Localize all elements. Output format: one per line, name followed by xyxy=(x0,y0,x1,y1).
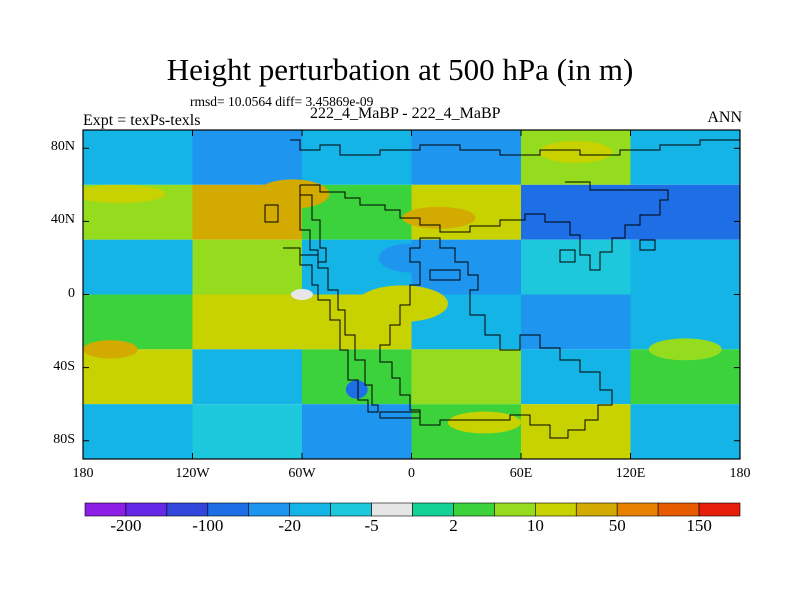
field-cell-22 xyxy=(521,294,631,350)
colorbar-label-1: -100 xyxy=(192,516,224,535)
colorbar-box-6 xyxy=(330,502,372,517)
colorbar-box-1 xyxy=(125,502,168,517)
colorbar-label-2: -20 xyxy=(278,516,302,535)
season-label: ANN xyxy=(707,109,742,126)
stats-line: rmsd= 10.0564 diff= 3.45869e-09 xyxy=(190,94,374,109)
height-field xyxy=(83,130,740,459)
field-feature-3 xyxy=(530,193,640,231)
field-feature-6 xyxy=(83,340,138,359)
field-cell-11 xyxy=(630,184,740,240)
colorbar-label-3: -5 xyxy=(364,516,379,535)
experiment-label: Expt = texPs-texls xyxy=(83,112,201,129)
x-tick-label-0: 180 xyxy=(72,466,94,481)
colorbar-box-5 xyxy=(289,502,331,517)
field-cell-24 xyxy=(83,349,193,405)
field-feature-11 xyxy=(648,338,722,361)
y-tick-label-3: 40S xyxy=(53,358,75,374)
field-cell-35 xyxy=(630,404,740,459)
colorbar-label-6: 50 xyxy=(608,516,626,535)
colorbar-box-8 xyxy=(412,502,454,517)
axis-ticks xyxy=(82,130,741,459)
field-cell-13 xyxy=(192,239,302,295)
field-cell-25 xyxy=(192,349,302,405)
field-feature-2 xyxy=(402,206,476,229)
colorbar-box-7 xyxy=(371,502,413,517)
field-cell-1 xyxy=(192,130,302,185)
field-cell-34 xyxy=(521,404,631,459)
field-feature-1 xyxy=(256,179,330,209)
y-tick-label-0: 80N xyxy=(50,139,75,155)
colorbar-label-0: -200 xyxy=(110,516,142,535)
field-cell-17 xyxy=(630,239,740,295)
field-cell-12 xyxy=(83,239,193,295)
field-cell-3 xyxy=(411,130,521,185)
y-tick-label-1: 40N xyxy=(50,212,75,228)
colorbar-box-12 xyxy=(575,502,618,517)
field-feature-5 xyxy=(83,184,166,204)
colorbar xyxy=(84,502,741,517)
field-cell-27 xyxy=(411,349,521,405)
x-tick-label-5: 120E xyxy=(615,466,646,481)
field-feature-7 xyxy=(345,380,368,399)
page-title: Height perturbation at 500 hPa (in m) xyxy=(166,52,634,87)
field-feature-0 xyxy=(378,243,445,273)
colorbar-box-3 xyxy=(207,502,250,517)
field-feature-9 xyxy=(356,285,448,322)
colorbar-box-9 xyxy=(453,502,495,517)
colorbar-box-11 xyxy=(535,502,577,517)
case-label: 222_4_MaBP - 222_4_MaBP xyxy=(310,105,501,122)
colorbar-box-14 xyxy=(657,502,700,517)
field-cell-18 xyxy=(83,294,193,350)
field-cell-31 xyxy=(192,404,302,459)
coastline-outline xyxy=(264,139,740,439)
field-feature-10 xyxy=(448,411,521,434)
x-tick-label-3: 0 xyxy=(408,466,415,481)
colorbar-box-15 xyxy=(698,502,741,517)
x-tick-label-2: 60W xyxy=(288,466,316,481)
colorbar-box-0 xyxy=(84,502,127,517)
field-cell-30 xyxy=(83,404,193,459)
field-feature-8 xyxy=(291,289,313,300)
colorbar-label-7: 150 xyxy=(686,516,712,535)
colorbar-box-13 xyxy=(616,502,659,517)
y-tick-label-2: 0 xyxy=(68,285,75,301)
y-tick-label-4: 80S xyxy=(53,431,75,447)
x-tick-label-6: 180 xyxy=(729,466,751,481)
field-cell-32 xyxy=(302,404,412,459)
colorbar-box-4 xyxy=(248,502,290,517)
x-tick-label-1: 120W xyxy=(175,466,210,481)
colorbar-label-4: 2 xyxy=(449,516,458,535)
field-cell-28 xyxy=(521,349,631,405)
field-cell-0 xyxy=(83,130,193,185)
field-cell-16 xyxy=(521,239,631,295)
field-feature-4 xyxy=(539,140,613,163)
colorbar-box-2 xyxy=(166,502,209,517)
field-cell-5 xyxy=(630,130,740,185)
field-cell-2 xyxy=(302,130,412,185)
colorbar-box-10 xyxy=(494,502,536,517)
colorbar-label-5: 10 xyxy=(526,516,544,535)
x-tick-label-4: 60E xyxy=(509,466,533,481)
field-cell-19 xyxy=(192,294,302,350)
